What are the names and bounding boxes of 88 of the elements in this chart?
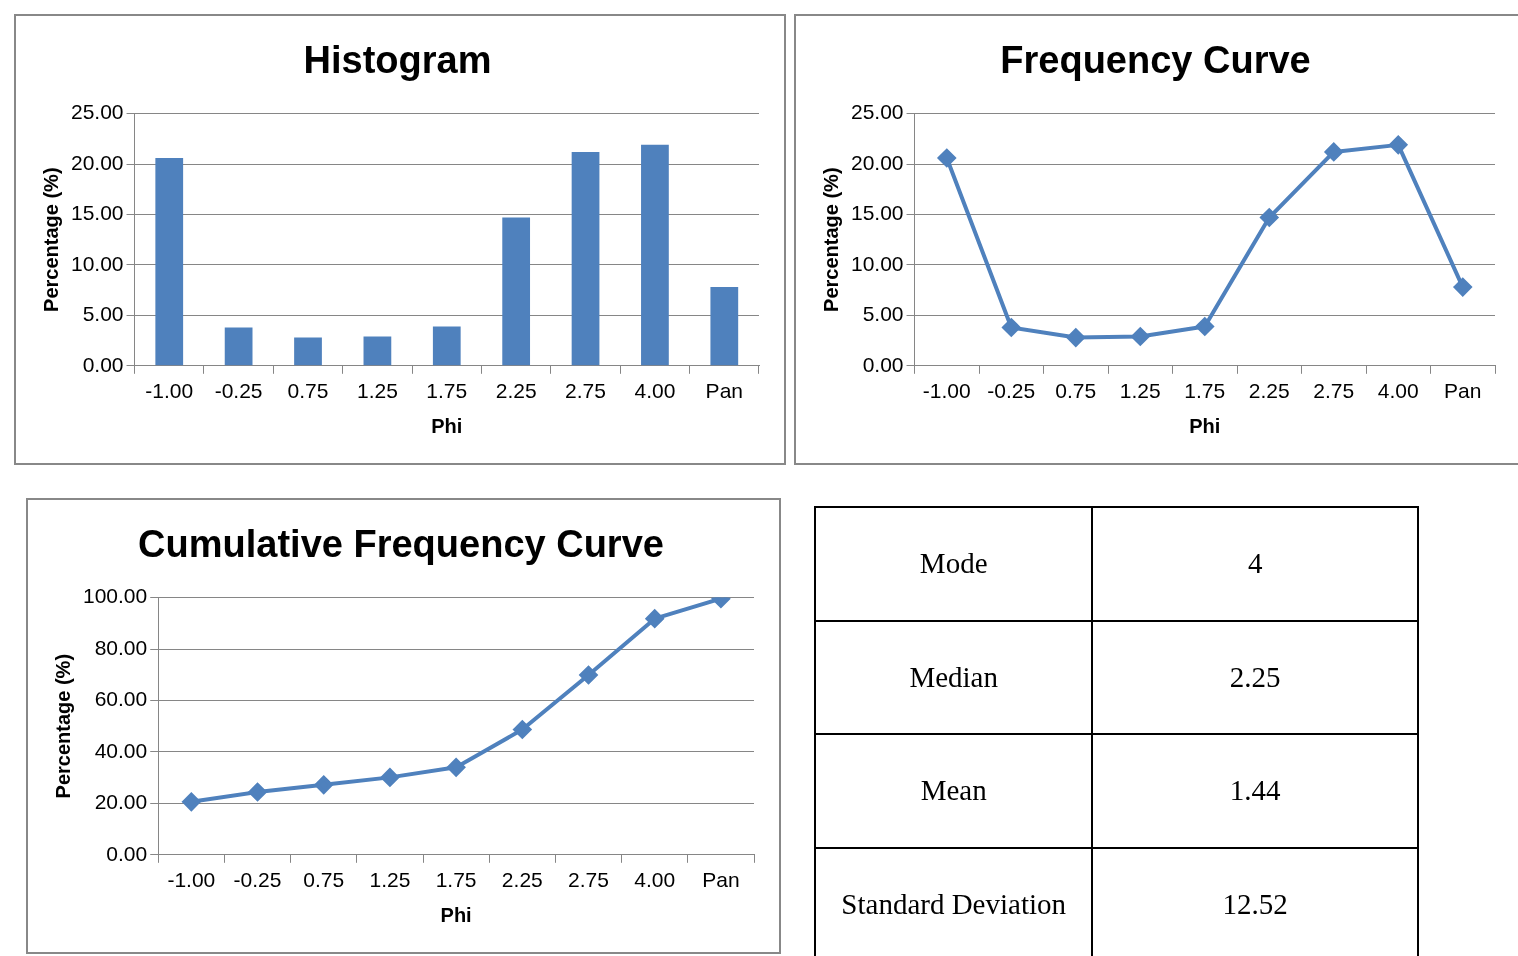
x-tick-label: 2.75 [1313, 379, 1355, 403]
point [513, 720, 532, 739]
x-tick-label: 0.75 [303, 868, 345, 892]
x-tick-label: 2.25 [501, 868, 543, 892]
x-tick-label: 1.75 [1184, 379, 1226, 403]
y-tick-label: 20.00 [94, 790, 148, 814]
y-tick-label: 15.00 [850, 201, 904, 225]
x-tick-label: 0.75 [1055, 379, 1097, 403]
point [314, 775, 333, 794]
point [1131, 327, 1150, 346]
bar [155, 157, 184, 366]
x-tick-label: 0.75 [287, 379, 329, 403]
x-tick-label: Pan [702, 868, 740, 892]
y-tick-label: 10.00 [850, 251, 904, 275]
text: Standard Deviation [815, 847, 1093, 956]
y-tick-label: 25.00 [850, 100, 904, 124]
y-tick-label: 25.00 [70, 100, 124, 124]
x-tick-label: 1.75 [426, 379, 468, 403]
x-axis-title: Phi [440, 903, 472, 926]
y-tick-label: 5.00 [82, 302, 124, 326]
chart-title: Frequency Curve [1000, 39, 1311, 82]
y-tick-label: 10.00 [70, 251, 124, 275]
bar [432, 326, 461, 366]
x-tick-label: -1.00 [167, 868, 216, 892]
point [1066, 328, 1085, 347]
x-tick-label: 1.25 [356, 379, 398, 403]
chart-title: Cumulative Frequency Curve [138, 523, 664, 566]
point [1195, 317, 1214, 336]
x-tick-label: -1.00 [145, 379, 194, 403]
y-tick-label: 80.00 [94, 635, 148, 659]
bar [710, 287, 739, 366]
point [1002, 318, 1021, 337]
text: 2.25 [1092, 620, 1418, 734]
point [937, 148, 956, 167]
y-tick-label: 40.00 [94, 738, 148, 762]
bar [641, 144, 669, 366]
x-tick-label: 4.00 [1377, 379, 1419, 403]
bar [224, 327, 253, 366]
x-tick-label: 4.00 [634, 379, 676, 403]
x-axis-title: Phi [1189, 414, 1221, 437]
y-tick-label: 20.00 [850, 150, 904, 174]
text: Median [815, 620, 1093, 734]
x-tick-label: 2.25 [495, 379, 537, 403]
point [248, 783, 267, 802]
x-tick-label: Pan [1444, 379, 1482, 403]
y-axis-title: Percentage (%) [819, 167, 842, 312]
x-tick-label: 1.75 [435, 868, 477, 892]
bar [571, 151, 600, 366]
point [447, 758, 466, 777]
y-tick-label: 0.00 [862, 352, 904, 376]
x-axis-title: Phi [431, 414, 463, 437]
y-tick-label: 0.00 [106, 841, 148, 865]
x-tick-label: 4.00 [634, 868, 676, 892]
x-tick-label: 1.25 [369, 868, 411, 892]
text: Mean [815, 734, 1093, 848]
x-tick-label: 2.75 [565, 379, 606, 403]
y-tick-label: 20.00 [70, 150, 124, 174]
point [1324, 142, 1343, 161]
x-tick-label: -0.25 [233, 868, 282, 892]
bar [294, 337, 322, 366]
text: 4 [1092, 507, 1418, 621]
point [1453, 278, 1472, 297]
y-axis-title: Percentage (%) [51, 653, 74, 799]
x-tick-label: Pan [705, 379, 743, 403]
bar [363, 336, 392, 366]
bar [502, 217, 531, 366]
y-axis-title: Percentage (%) [39, 167, 62, 312]
x-tick-label: -0.25 [987, 379, 1036, 403]
x-tick-label: 2.25 [1248, 379, 1290, 403]
point [579, 666, 598, 685]
x-tick-label: -0.25 [214, 379, 263, 403]
text: 1.44 [1092, 734, 1418, 848]
point [182, 792, 201, 811]
x-tick-label: 1.25 [1119, 379, 1161, 403]
point [1260, 208, 1279, 227]
y-tick-label: 5.00 [862, 302, 904, 326]
y-tick-label: 0.00 [82, 352, 124, 376]
y-tick-label: 15.00 [70, 201, 124, 225]
y-tick-label: 100.00 [83, 584, 148, 608]
point [380, 768, 399, 787]
x-tick-label: -1.00 [922, 379, 971, 403]
text: Mode [815, 507, 1093, 621]
point [645, 609, 664, 628]
text: 12.52 [1092, 847, 1418, 956]
point [1389, 135, 1408, 154]
y-tick-label: 60.00 [94, 687, 148, 711]
x-tick-label: 2.75 [568, 868, 609, 892]
chart-title: Histogram [303, 39, 492, 82]
